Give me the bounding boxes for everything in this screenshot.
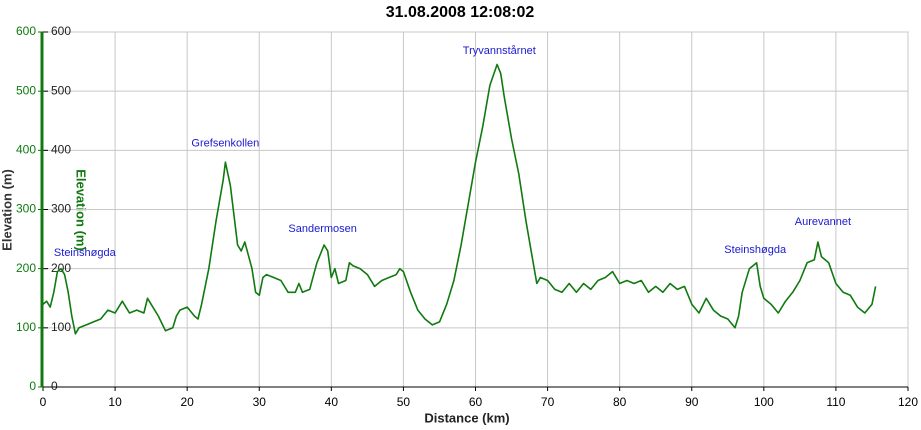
x-axis-label: Distance (km): [424, 410, 509, 425]
x-tick-label: 80: [613, 395, 627, 409]
y2-tick-label: 200: [51, 261, 71, 275]
y-axis-label: Elevation (m): [0, 169, 14, 251]
x-tick-label: 10: [108, 395, 122, 409]
annotation: Steinshøgda: [724, 244, 787, 256]
annotation: Steinshøgda: [54, 247, 117, 259]
x-tick-label: 100: [754, 395, 774, 409]
x-tick-label: 40: [325, 395, 339, 409]
x-tick-label: 110: [826, 395, 845, 409]
y-tick-label: 600: [16, 24, 36, 38]
y-tick-label: 100: [16, 320, 36, 334]
y2-tick-label: 100: [51, 320, 71, 334]
x-tick-label: 20: [180, 395, 194, 409]
x-tick-label: 120: [898, 395, 918, 409]
elevation-line: [42, 63, 877, 335]
y-tick-label: 500: [16, 83, 36, 97]
x-tick-label: 90: [685, 395, 699, 409]
y-tick-label: 0: [29, 379, 36, 393]
x-tick-label: 60: [469, 395, 483, 409]
x-tick-label: 70: [541, 395, 555, 409]
y2-tick-label: 0: [51, 379, 58, 393]
annotation: Sandermosen: [288, 223, 357, 235]
annotation: Aurevannet: [795, 216, 851, 228]
y2-tick-label: 500: [51, 83, 71, 97]
x-tick-label: 0: [40, 395, 47, 409]
y2-tick-label: 400: [51, 143, 71, 157]
annotation: Grefsenkollen: [191, 138, 259, 150]
x-tick-label: 30: [253, 395, 267, 409]
y-tick-label: 200: [16, 261, 36, 275]
y2-tick-label: 300: [51, 202, 71, 216]
y-tick-label: 300: [16, 202, 36, 216]
x-tick-label: 50: [397, 395, 411, 409]
y-tick-label: 400: [16, 143, 36, 157]
chart-title: 31.08.2008 12:08:02: [386, 4, 535, 21]
y2-tick-label: 600: [51, 24, 71, 38]
annotation: Tryvannstårnet: [463, 45, 536, 57]
